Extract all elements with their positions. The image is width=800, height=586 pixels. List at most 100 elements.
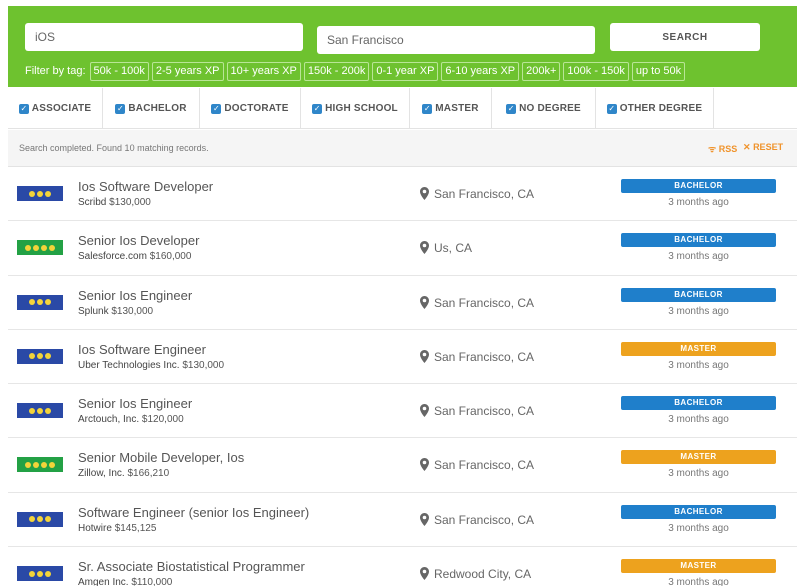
checkbox-icon[interactable]: ✓	[115, 103, 126, 114]
checkbox-icon[interactable]: ✓	[506, 103, 517, 114]
job-row[interactable]: Ios Software Engineer Uber Technologies I…	[8, 330, 797, 385]
reset-label: RESET	[753, 142, 784, 152]
job-row[interactable]: Sr. Associate Biostatistical Programmer A…	[8, 547, 797, 586]
tag-filter[interactable]: 10+ years XP	[226, 61, 301, 81]
logo-dot	[37, 299, 43, 306]
posted-time: 3 months ago	[668, 305, 729, 317]
checkbox-icon[interactable]: ✓	[211, 103, 222, 114]
tag-filter[interactable]: 200k+	[522, 61, 561, 81]
job-title-link[interactable]: Senior Ios Engineer	[78, 396, 193, 412]
degree-label: NO DEGREE	[519, 103, 581, 114]
company-salary-line: Hotwire $145,125	[78, 523, 156, 534]
logo-dot	[33, 244, 39, 251]
posted-time: 3 months ago	[668, 251, 729, 263]
degree-filter-no-degree[interactable]: ✓ NO DEGREE	[492, 88, 596, 129]
degree-label: DOCTORATE	[224, 103, 289, 114]
degree-filter-other-degree[interactable]: ✓ OTHER DEGREE	[596, 88, 714, 129]
checkbox-icon[interactable]: ✓	[18, 103, 29, 114]
job-row[interactable]: Senior Ios Engineer Splunk $130,000 San Fr…	[8, 276, 797, 330]
job-location: San Francisco, CA	[434, 458, 535, 473]
location-pin-icon	[420, 404, 429, 418]
job-title-link[interactable]: Senior Ios Engineer	[78, 287, 193, 303]
degree-filter-high-school[interactable]: ✓ HIGH SCHOOL	[301, 88, 410, 129]
posted-time: 3 months ago	[668, 197, 729, 208]
company-logo	[17, 348, 63, 364]
logo-dot	[41, 461, 47, 468]
job-location: Us, CA	[434, 241, 473, 256]
tag-filter[interactable]: 150k - 200k	[303, 61, 370, 81]
degree-filter-bar: ✓ ASSOCIATE ✓ BACHELOR ✓ DOCTORATE ✓ HIGH SCHOO…	[8, 88, 797, 129]
degree-badge: MASTER	[621, 450, 776, 465]
keyword-input[interactable]	[25, 23, 303, 51]
rss-link[interactable]: ᯤ RSS	[708, 142, 737, 155]
company-name: Splunk	[78, 305, 109, 317]
tag-filter[interactable]: 50k - 100k	[89, 61, 149, 81]
tag-filter[interactable]: 6-10 years XP	[441, 61, 520, 81]
company-name: Zillow, Inc.	[78, 468, 125, 480]
posted-time: 3 months ago	[668, 522, 729, 534]
company-logo	[17, 511, 63, 527]
degree-filter-bachelor[interactable]: ✓ BACHELOR	[103, 88, 200, 129]
location-pin-icon	[420, 458, 429, 472]
tag-filter[interactable]: up to 50k	[631, 61, 686, 81]
close-icon: ✕	[743, 142, 751, 152]
company-name: Amgen Inc.	[78, 577, 129, 586]
company-salary-line: Uber Technologies Inc. $130,000	[78, 360, 224, 371]
degree-badge: BACHELOR	[621, 504, 776, 519]
company-name: Uber Technologies Inc.	[78, 359, 180, 371]
salary: $166,210	[127, 468, 170, 480]
location-pin-icon	[420, 295, 429, 309]
status-bar: Search completed. Found 10 matching reco…	[8, 130, 797, 167]
logo-dot	[25, 461, 31, 468]
checkbox-icon[interactable]: ✓	[422, 103, 433, 114]
job-title-link[interactable]: Ios Software Engineer	[78, 341, 206, 357]
job-results-list: Ios Software Developer Scribd $130,000 San…	[8, 167, 797, 586]
degree-filter-master[interactable]: ✓ MASTER	[410, 88, 492, 129]
salary: $130,000	[109, 197, 151, 208]
degree-label: OTHER DEGREE	[619, 103, 703, 114]
job-row[interactable]: Senior Ios Engineer Arctouch, Inc. $120,0…	[8, 384, 797, 439]
location-input[interactable]	[317, 26, 595, 54]
search-button[interactable]: SEARCH	[610, 23, 760, 51]
company-name: Salesforce.com	[78, 251, 147, 263]
posted-time: 3 months ago	[668, 468, 729, 480]
company-logo	[17, 566, 63, 582]
logo-dot	[25, 244, 31, 251]
logo-dot	[37, 570, 43, 577]
job-title-link[interactable]: Senior Mobile Developer, Ios	[78, 450, 245, 466]
logo-dot	[37, 190, 43, 197]
degree-filter-associate[interactable]: ✓ ASSOCIATE	[8, 88, 103, 129]
job-title-link[interactable]: Ios Software Developer	[78, 179, 214, 194]
logo-dot	[49, 244, 55, 251]
logo-dot	[45, 407, 51, 414]
salary: $160,000	[149, 251, 192, 263]
tag-filter[interactable]: 2-5 years XP	[151, 61, 224, 81]
job-row[interactable]: Senior Mobile Developer, Ios Zillow, Inc.…	[8, 438, 797, 493]
job-row[interactable]: Ios Software Developer Scribd $130,000 San…	[8, 167, 797, 222]
degree-label: MASTER	[435, 103, 479, 114]
checkbox-icon[interactable]: ✓	[606, 103, 617, 114]
degree-label: BACHELOR	[128, 103, 187, 114]
job-title-link[interactable]: Senior Ios Developer	[78, 233, 200, 249]
logo-dot	[45, 353, 51, 360]
job-title-link[interactable]: Sr. Associate Biostatistical Programmer	[78, 559, 305, 575]
tag-filter[interactable]: 0-1 year XP	[372, 61, 439, 81]
degree-filter-doctorate[interactable]: ✓ DOCTORATE	[200, 88, 301, 129]
location-pin-icon	[420, 349, 429, 363]
company-name: Arctouch, Inc.	[78, 414, 140, 426]
salary: $130,000	[182, 359, 225, 371]
company-salary-line: Arctouch, Inc. $120,000	[78, 414, 184, 425]
job-location: San Francisco, CA	[434, 349, 535, 364]
filter-by-tag-label: Filter by tag:	[25, 65, 86, 77]
job-title-link[interactable]: Software Engineer (senior Ios Engineer)	[78, 504, 310, 520]
company-logo	[17, 186, 63, 201]
reset-link[interactable]: ✕ RESET	[743, 142, 783, 153]
tag-filter[interactable]: 100k - 150k	[563, 61, 629, 81]
job-row[interactable]: Senior Ios Developer Salesforce.com $160,…	[8, 221, 797, 276]
company-name: Hotwire	[78, 522, 112, 534]
job-row[interactable]: Software Engineer (senior Ios Engineer) H…	[8, 493, 797, 548]
company-logo	[17, 457, 63, 473]
salary: $120,000	[141, 414, 184, 426]
checkbox-icon[interactable]: ✓	[312, 103, 323, 114]
location-pin-icon	[420, 512, 429, 526]
